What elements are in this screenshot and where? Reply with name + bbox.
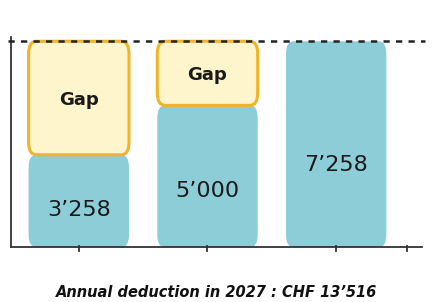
Text: Gap: Gap [187,66,227,84]
FancyBboxPatch shape [29,155,129,247]
Text: 7’258: 7’258 [304,155,368,175]
FancyBboxPatch shape [157,105,258,247]
Text: Gap: Gap [59,91,99,109]
FancyBboxPatch shape [157,41,258,105]
FancyBboxPatch shape [29,41,129,155]
Text: 3’258: 3’258 [47,200,111,220]
Text: 5’000: 5’000 [175,181,239,201]
FancyBboxPatch shape [286,41,386,247]
Text: Annual deduction in 2027 : CHF 13’516: Annual deduction in 2027 : CHF 13’516 [56,285,377,300]
